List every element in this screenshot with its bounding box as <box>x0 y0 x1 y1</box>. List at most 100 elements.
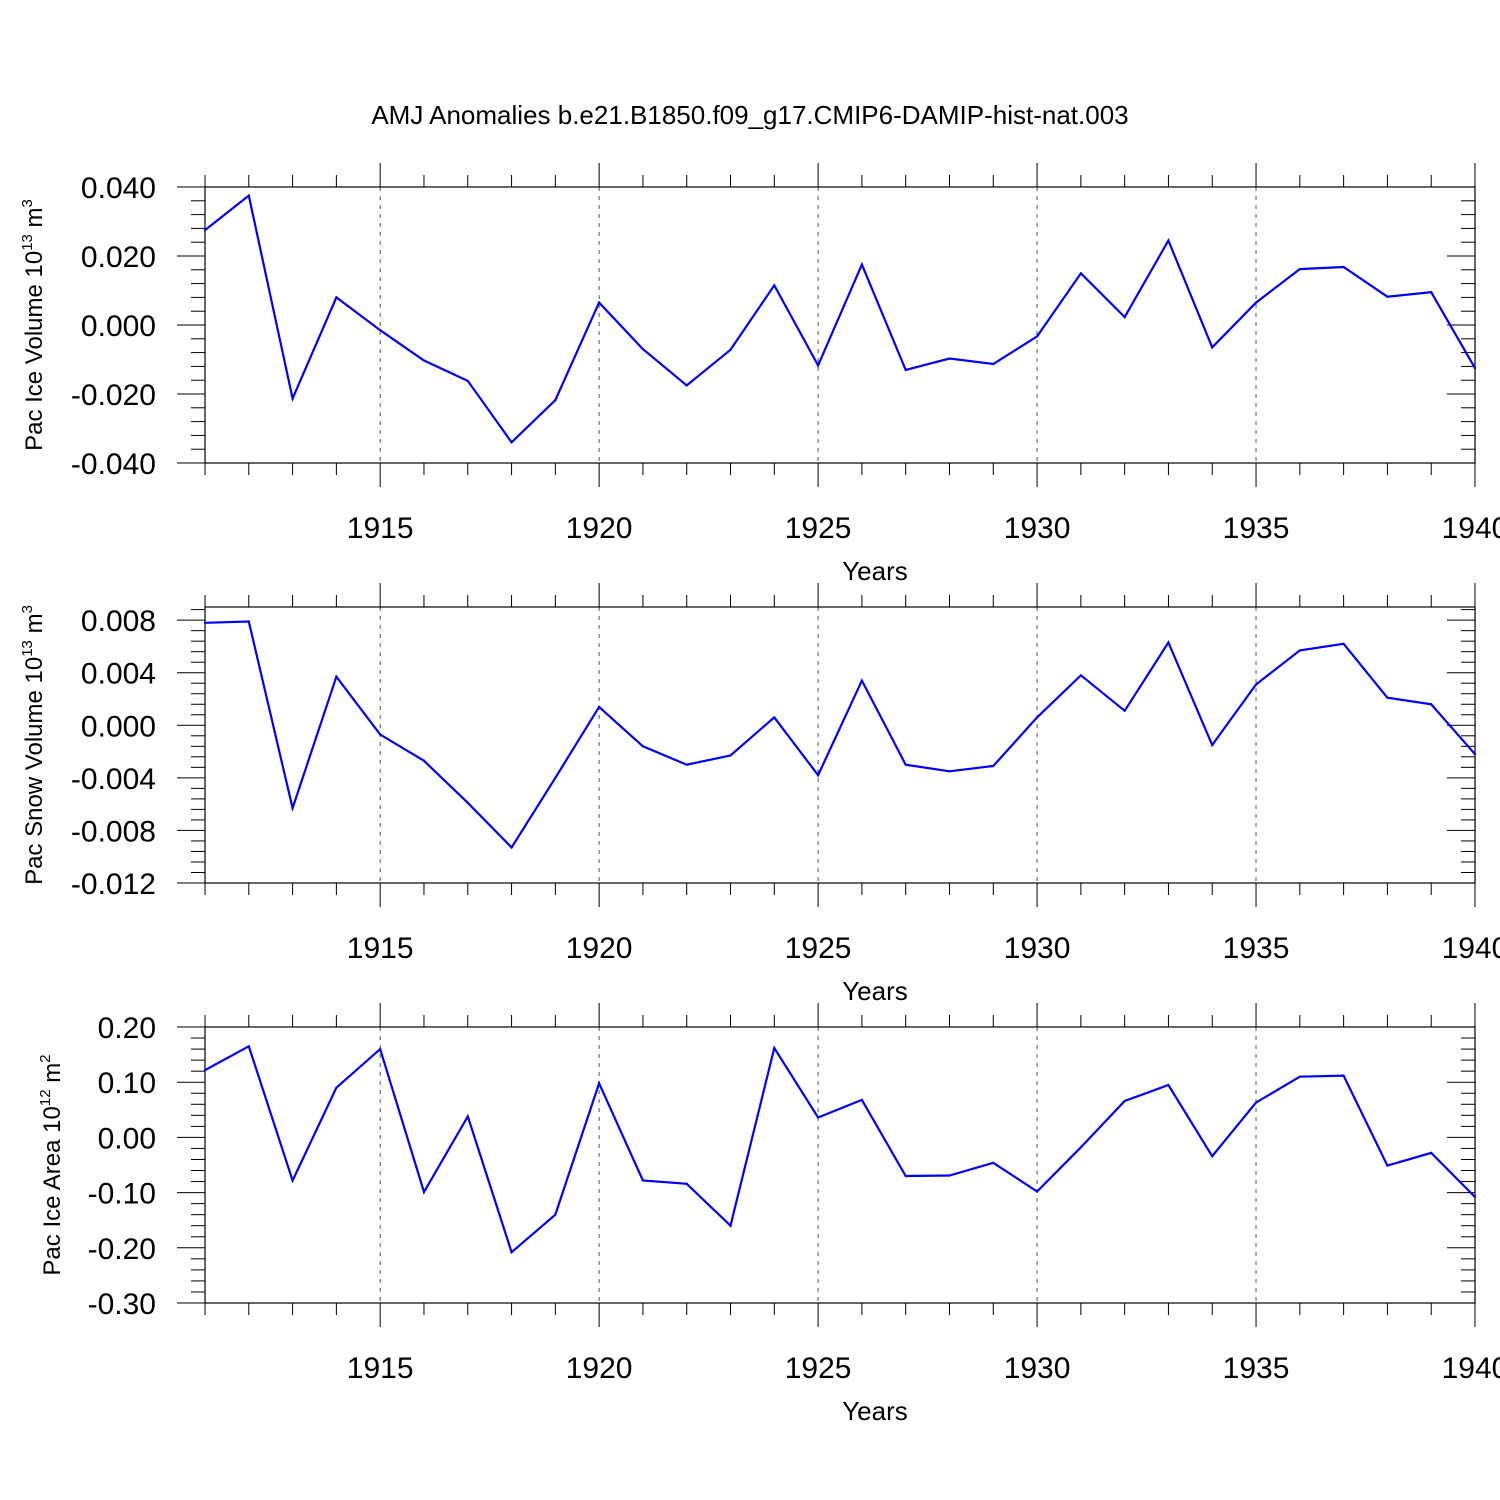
x-axis-title: Years <box>842 556 908 586</box>
x-tick-label: 1915 <box>347 1352 414 1385</box>
x-tick-label: 1920 <box>566 1352 633 1385</box>
data-point <box>1298 649 1301 652</box>
data-point <box>1123 315 1126 319</box>
data-point <box>1123 709 1126 712</box>
data-point <box>641 1179 645 1182</box>
data-point <box>510 846 513 849</box>
y-axis-title-exponent: 13 <box>19 640 36 657</box>
data-point <box>773 284 776 287</box>
data-point <box>466 801 469 804</box>
x-tick-label: 1930 <box>1004 512 1071 545</box>
series-line-pac-ice-volume <box>204 193 1476 444</box>
data-point <box>335 1086 338 1089</box>
data-point <box>1167 641 1170 644</box>
data-point <box>291 397 294 400</box>
data-point <box>598 705 601 708</box>
x-tick-label: 1920 <box>566 512 633 545</box>
y-tick-label: 0.008 <box>81 605 156 638</box>
data-point <box>203 621 207 624</box>
y-tick-label: 0.000 <box>81 710 156 743</box>
x-tick-label: 1935 <box>1223 932 1290 965</box>
data-point <box>1342 265 1345 269</box>
data-point <box>1035 716 1039 719</box>
data-point <box>948 770 951 773</box>
x-axis-title: Years <box>842 1396 908 1426</box>
panel-pac-snow-volume: 0.008 0.004 0.000 -0.004 -0.008 -0.012 1915 192… <box>19 583 1500 1006</box>
data-point <box>510 441 513 444</box>
data-point <box>203 229 207 232</box>
data-point <box>1386 1164 1389 1167</box>
data-point <box>1342 1074 1345 1077</box>
y-axis-title-unit-exponent: 3 <box>19 199 36 207</box>
data-point <box>1386 696 1389 699</box>
chart-panels: 0.040 0.020 0.000 -0.020 -0.040 1915 1920 1925 1… <box>19 163 1500 1426</box>
y-tick-label: 0.10 <box>98 1067 156 1100</box>
data-point <box>598 301 601 304</box>
x-tick-label: 1930 <box>1004 932 1071 965</box>
data-point <box>1211 743 1214 747</box>
data-point <box>992 764 995 768</box>
y-tick-label: 0.000 <box>81 310 156 343</box>
y-tick-label: 0.040 <box>81 172 156 205</box>
data-point <box>1430 291 1433 294</box>
data-point <box>379 733 382 736</box>
data-point <box>860 679 863 682</box>
data-point <box>247 194 250 197</box>
data-point <box>729 348 732 351</box>
data-point <box>291 806 294 810</box>
data-point <box>1473 753 1477 756</box>
data-point <box>422 1190 426 1194</box>
data-point <box>466 1115 469 1118</box>
data-point <box>641 348 645 351</box>
data-point <box>554 776 557 779</box>
data-point <box>992 362 995 366</box>
data-point <box>860 1098 863 1101</box>
panel-pac-ice-area: 0.20 0.10 0.00 -0.10 -0.20 -0.30 1915 1920 1925 1… <box>37 1003 1500 1426</box>
data-point <box>379 1047 382 1051</box>
data-point <box>729 1224 732 1227</box>
y-tick-label: 0.004 <box>81 658 156 691</box>
y-tick-label: 0.020 <box>81 241 156 274</box>
data-point <box>203 1068 207 1072</box>
y-tick-label: -0.008 <box>71 815 156 848</box>
y-axis-title-text: Pac Ice Area 10 <box>39 1106 66 1275</box>
y-tick-label: -0.040 <box>71 448 156 481</box>
data-point <box>1035 1190 1039 1193</box>
data-point <box>598 1082 601 1085</box>
data-point <box>247 1045 250 1048</box>
y-axis-title-text: Pac Snow Volume 10 <box>21 657 48 885</box>
x-tick-label: 1940 <box>1442 512 1500 545</box>
y-tick-label: 0.00 <box>98 1122 156 1155</box>
data-point <box>291 1179 294 1182</box>
x-tick-label: 1940 <box>1442 932 1500 965</box>
data-point <box>1254 301 1258 304</box>
series-line-pac-ice-area <box>204 1044 1476 1255</box>
data-point <box>860 263 863 266</box>
data-point <box>685 1182 688 1185</box>
chart-title: AMJ Anomalies b.e21.B1850.f09_g17.CMIP6-… <box>371 100 1128 130</box>
panel-pac-ice-volume: 0.040 0.020 0.000 -0.020 -0.040 1915 1920 1925 1… <box>19 163 1500 586</box>
data-point <box>247 620 250 623</box>
y-axis-title-exponent: 13 <box>19 234 36 251</box>
x-tick-label: 1930 <box>1004 1352 1071 1385</box>
data-point <box>335 675 338 678</box>
x-tick-label: 1925 <box>785 1352 852 1385</box>
data-point <box>904 763 907 766</box>
data-point <box>1254 1101 1258 1104</box>
y-axis-title-exponent: 12 <box>37 1089 54 1106</box>
data-point <box>1079 272 1082 275</box>
data-point <box>641 745 645 748</box>
y-axis-title: Pac Ice Volume 1013 m3 <box>19 199 48 451</box>
x-axis-title: Years <box>842 976 908 1006</box>
data-point <box>1386 295 1389 298</box>
x-tick-label: 1925 <box>785 932 852 965</box>
data-point <box>904 1174 907 1178</box>
y-axis-title-unit: m <box>21 613 48 640</box>
data-point <box>1473 367 1477 370</box>
data-point <box>1342 642 1345 645</box>
data-point <box>1167 1083 1170 1087</box>
data-point <box>422 359 426 362</box>
data-point <box>1167 239 1170 242</box>
x-tick-label: 1920 <box>566 932 633 965</box>
